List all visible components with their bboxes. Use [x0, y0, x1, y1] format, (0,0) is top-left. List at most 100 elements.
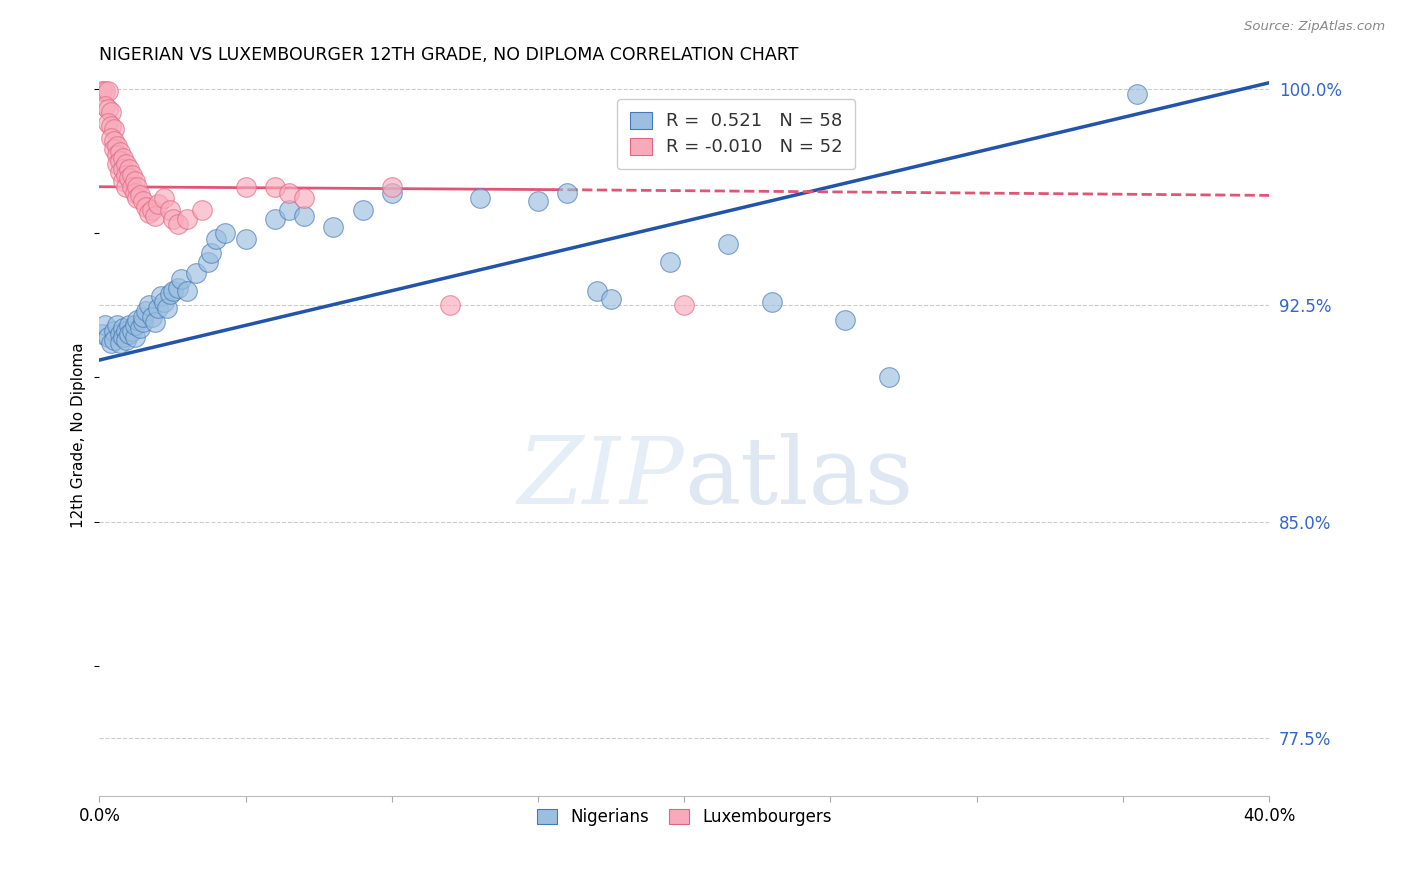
Point	[235, 232, 257, 246]
Point	[114, 179, 136, 194]
Point	[555, 186, 578, 200]
Point	[292, 209, 315, 223]
Point	[114, 168, 136, 182]
Point	[103, 142, 125, 156]
Point	[100, 130, 122, 145]
Point	[100, 104, 122, 119]
Point	[100, 119, 122, 133]
Point	[105, 156, 128, 170]
Point	[761, 295, 783, 310]
Point	[527, 194, 550, 209]
Y-axis label: 12th Grade, No Diploma: 12th Grade, No Diploma	[72, 343, 86, 528]
Point	[111, 174, 134, 188]
Point	[197, 255, 219, 269]
Point	[138, 205, 160, 219]
Point	[132, 194, 155, 209]
Point	[673, 298, 696, 312]
Point	[205, 232, 228, 246]
Point	[381, 179, 404, 194]
Point	[322, 220, 344, 235]
Point	[170, 272, 193, 286]
Point	[103, 333, 125, 347]
Point	[143, 209, 166, 223]
Point	[94, 85, 117, 99]
Text: ZIP: ZIP	[517, 434, 685, 524]
Point	[264, 179, 287, 194]
Point	[127, 191, 149, 205]
Point	[124, 318, 146, 333]
Point	[97, 330, 120, 344]
Point	[149, 289, 172, 303]
Point	[108, 153, 131, 168]
Point	[118, 162, 141, 177]
Point	[278, 202, 301, 217]
Point	[352, 202, 374, 217]
Point	[94, 318, 117, 333]
Point	[278, 186, 301, 200]
Point	[108, 335, 131, 350]
Point	[585, 284, 607, 298]
Point	[146, 197, 169, 211]
Point	[118, 171, 141, 186]
Point	[94, 99, 117, 113]
Point	[214, 226, 236, 240]
Point	[141, 310, 163, 324]
Point	[103, 324, 125, 338]
Point	[264, 211, 287, 226]
Point	[127, 179, 149, 194]
Point	[159, 202, 181, 217]
Point	[162, 284, 184, 298]
Point	[97, 102, 120, 116]
Point	[143, 316, 166, 330]
Point	[91, 326, 114, 341]
Text: atlas: atlas	[685, 434, 914, 524]
Text: Source: ZipAtlas.com: Source: ZipAtlas.com	[1244, 20, 1385, 33]
Point	[91, 85, 114, 99]
Point	[381, 186, 404, 200]
Point	[132, 310, 155, 324]
Legend: Nigerians, Luxembourgers: Nigerians, Luxembourgers	[529, 800, 839, 835]
Point	[156, 301, 179, 315]
Point	[114, 333, 136, 347]
Text: NIGERIAN VS LUXEMBOURGER 12TH GRADE, NO DIPLOMA CORRELATION CHART: NIGERIAN VS LUXEMBOURGER 12TH GRADE, NO …	[100, 46, 799, 64]
Point	[658, 255, 681, 269]
Point	[834, 312, 856, 326]
Point	[97, 116, 120, 130]
Point	[124, 174, 146, 188]
Point	[877, 370, 900, 384]
Point	[146, 301, 169, 315]
Point	[162, 211, 184, 226]
Point	[121, 168, 143, 182]
Point	[159, 286, 181, 301]
Point	[138, 298, 160, 312]
Point	[118, 318, 141, 333]
Point	[184, 266, 207, 280]
Point	[114, 156, 136, 170]
Point	[105, 318, 128, 333]
Point	[167, 217, 190, 231]
Point	[439, 298, 461, 312]
Point	[129, 188, 152, 202]
Point	[468, 191, 491, 205]
Point	[118, 326, 141, 341]
Point	[167, 281, 190, 295]
Point	[135, 200, 157, 214]
Point	[176, 284, 198, 298]
Point	[111, 162, 134, 177]
Point	[103, 134, 125, 148]
Point	[108, 326, 131, 341]
Point	[600, 293, 623, 307]
Point	[127, 312, 149, 326]
Point	[1126, 87, 1149, 102]
Point	[129, 321, 152, 335]
Point	[200, 246, 222, 260]
Point	[108, 165, 131, 179]
Point	[191, 202, 214, 217]
Point	[100, 335, 122, 350]
Point	[103, 122, 125, 136]
Point	[152, 295, 174, 310]
Point	[121, 324, 143, 338]
Point	[132, 316, 155, 330]
Point	[152, 191, 174, 205]
Point	[121, 179, 143, 194]
